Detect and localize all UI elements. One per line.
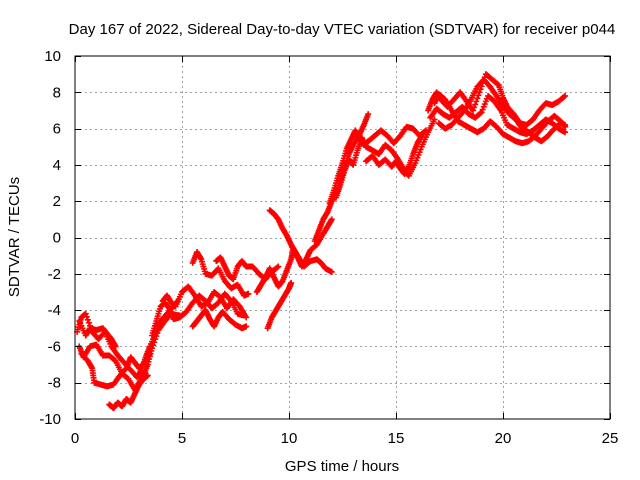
data-point bbox=[562, 121, 569, 128]
data-point bbox=[473, 98, 480, 105]
data-point bbox=[562, 92, 569, 99]
data-point bbox=[421, 128, 428, 135]
y-tick-label: -8 bbox=[48, 375, 61, 392]
data-point bbox=[150, 342, 157, 349]
data-point bbox=[85, 319, 92, 326]
data-point bbox=[494, 81, 501, 88]
y-tick-label: -4 bbox=[48, 302, 61, 319]
x-tick-label: 5 bbox=[178, 430, 186, 447]
data-point bbox=[275, 263, 282, 270]
data-point bbox=[112, 343, 119, 350]
data-point bbox=[82, 310, 89, 317]
data-point bbox=[475, 92, 482, 99]
x-tick-labels: 0 5 10 15 20 25 bbox=[71, 430, 619, 447]
plot-frame bbox=[74, 55, 611, 420]
data-point bbox=[476, 89, 483, 96]
x-tick-label: 25 bbox=[602, 430, 619, 447]
data-point bbox=[328, 268, 335, 275]
data-point bbox=[288, 279, 295, 286]
data-point bbox=[328, 216, 335, 223]
x-tick-label: 15 bbox=[388, 430, 405, 447]
data-point bbox=[474, 95, 481, 102]
data-point bbox=[472, 101, 479, 108]
data-point bbox=[152, 336, 159, 343]
data-marks bbox=[74, 71, 569, 412]
y-tick-label: 0 bbox=[53, 230, 61, 247]
data-point bbox=[471, 104, 478, 111]
data-point bbox=[111, 357, 118, 364]
x-tick-label: 0 bbox=[71, 430, 79, 447]
y-tick-label: -2 bbox=[48, 266, 61, 283]
data-point bbox=[83, 313, 90, 320]
data-point bbox=[144, 372, 151, 379]
x-tick-label: 10 bbox=[281, 430, 298, 447]
y-tick-label: 10 bbox=[44, 48, 61, 65]
data-point bbox=[562, 129, 569, 136]
data-point bbox=[243, 323, 250, 330]
y-axis-label: SDTVAR / TECUs bbox=[6, 177, 23, 297]
y-tick-label: 6 bbox=[53, 121, 61, 138]
y-tick-label: 8 bbox=[53, 84, 61, 101]
y-tick-label: 2 bbox=[53, 193, 61, 210]
data-point bbox=[146, 350, 153, 357]
x-tick-label: 20 bbox=[495, 430, 512, 447]
data-point bbox=[149, 345, 156, 352]
data-point bbox=[365, 111, 372, 118]
data-point bbox=[477, 110, 484, 117]
y-tick-label: 4 bbox=[53, 157, 61, 174]
data-point bbox=[151, 339, 158, 346]
y-tick-label: -6 bbox=[48, 338, 61, 355]
data-point bbox=[245, 290, 252, 297]
data-point bbox=[274, 264, 281, 271]
y-tick-labels: -10 -8 -6 -4 -2 0 2 4 6 8 10 bbox=[39, 48, 61, 428]
ticks-layer bbox=[75, 56, 611, 420]
y-tick-label: -10 bbox=[39, 411, 61, 428]
chart-title: Day 167 of 2022, Sidereal Day-to-day VTE… bbox=[69, 21, 616, 38]
data-point bbox=[470, 107, 477, 114]
data-point bbox=[431, 116, 438, 123]
data-point bbox=[560, 93, 567, 100]
data-point bbox=[84, 316, 91, 323]
data-point bbox=[243, 314, 250, 321]
x-axis-label: GPS time / hours bbox=[285, 458, 399, 475]
data-point bbox=[418, 132, 425, 139]
